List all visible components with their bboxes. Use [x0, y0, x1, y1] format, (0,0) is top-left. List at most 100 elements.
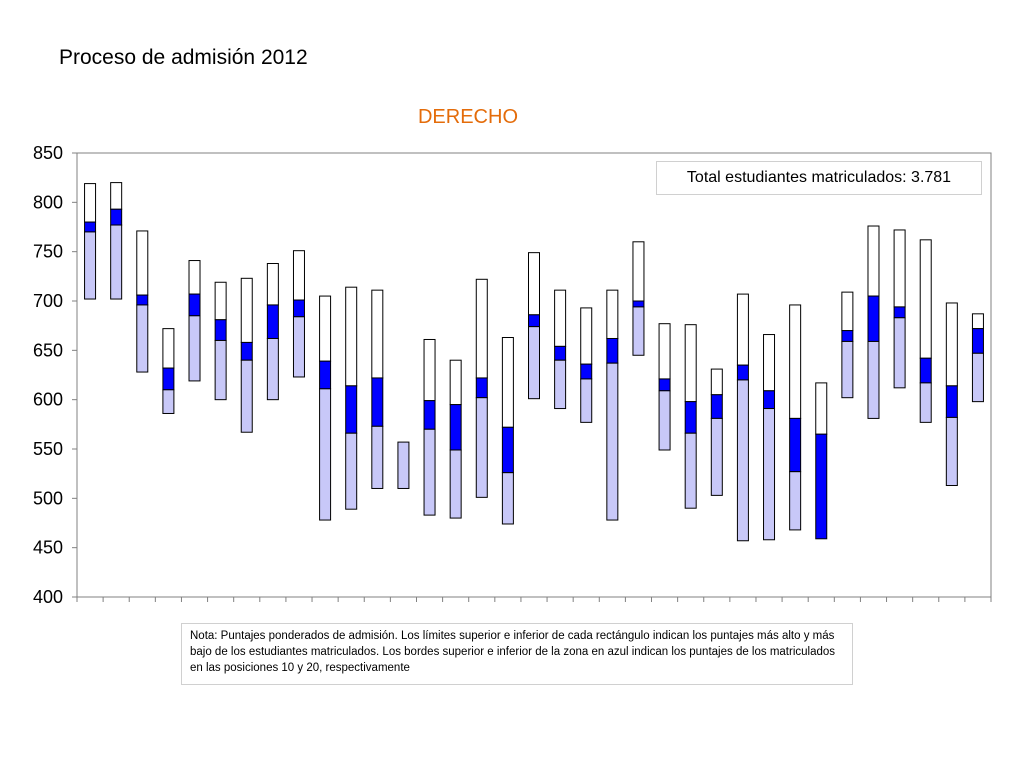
bar-blue-segment: [136, 294, 149, 306]
bar-blue-segment: [945, 385, 958, 418]
bar-upper-segment: [449, 359, 462, 406]
score-bar: [710, 368, 723, 496]
bar-lower-segment: [919, 382, 932, 423]
total-students-label: Total estudiantes matriculados: 3.781: [656, 161, 982, 195]
bar-upper-segment: [763, 334, 776, 392]
score-bar: [110, 182, 123, 300]
bar-blue-segment: [371, 377, 384, 427]
bar-upper-segment: [919, 239, 932, 359]
bar-upper-segment: [632, 241, 645, 302]
score-bar: [684, 324, 697, 509]
bar-lower-segment: [658, 390, 671, 451]
bar-upper-segment: [136, 230, 149, 296]
bar-upper-segment: [554, 289, 567, 347]
score-bar: [501, 337, 514, 525]
score-bar: [867, 225, 880, 419]
bar-lower-segment: [736, 379, 749, 542]
y-tick-label: 550: [33, 439, 63, 459]
bar-upper-segment: [606, 289, 619, 339]
bar-blue-segment: [815, 433, 828, 540]
bar-blue-segment: [580, 363, 593, 380]
bar-lower-segment: [319, 388, 332, 521]
bar-lower-segment: [971, 352, 984, 403]
y-tick-label: 600: [33, 390, 63, 410]
y-tick-label: 400: [33, 587, 63, 607]
y-axis: 400 450 500 550 600 650 700 750 800 850: [33, 143, 77, 607]
bar-lower-segment: [371, 425, 384, 489]
bar-upper-segment: [475, 278, 488, 379]
bar-lower-segment: [214, 339, 227, 401]
bar-blue-segment: [162, 367, 175, 391]
bar-upper-segment: [658, 323, 671, 380]
bar-blue-segment: [841, 330, 854, 342]
bar-blue-segment: [475, 377, 488, 399]
bar-upper-segment: [319, 295, 332, 362]
score-bar: [945, 302, 958, 487]
bar-blue-segment: [240, 341, 253, 361]
bar-lower-segment: [501, 472, 514, 525]
bar-upper-segment: [214, 281, 227, 321]
score-bar: [841, 291, 854, 399]
bar-blue-segment: [266, 304, 279, 339]
score-bar: [632, 241, 645, 356]
bar-lower-segment: [554, 359, 567, 410]
bar-upper-segment: [893, 229, 906, 308]
bar-upper-segment: [736, 293, 749, 366]
y-tick-label: 650: [33, 340, 63, 360]
bar-lower-segment: [606, 362, 619, 521]
y-tick-label: 450: [33, 538, 63, 558]
bar-upper-segment: [684, 324, 697, 403]
bar-blue-segment: [789, 417, 802, 473]
bar-blue-segment: [632, 300, 645, 308]
bar-lower-segment: [763, 408, 776, 541]
y-tick-label: 800: [33, 192, 63, 212]
bar-lower-segment: [110, 224, 123, 300]
x-axis-ticks: [76, 597, 992, 602]
bar-blue-segment: [554, 345, 567, 361]
bar-upper-segment: [162, 328, 175, 369]
score-bar: [319, 295, 332, 521]
y-tick-label: 500: [33, 488, 63, 508]
bar-lower-segment: [841, 340, 854, 399]
y-tick-label: 700: [33, 291, 63, 311]
bar-lower-segment: [397, 441, 410, 489]
score-bar: [658, 323, 671, 451]
score-bar: [554, 289, 567, 410]
bar-lower-segment: [580, 378, 593, 423]
bar-blue-segment: [214, 319, 227, 341]
bar-blue-segment: [449, 404, 462, 451]
bar-lower-segment: [632, 306, 645, 356]
score-bar: [345, 286, 358, 510]
bar-upper-segment: [345, 286, 358, 387]
score-bar: [214, 281, 227, 401]
bar-blue-segment: [710, 394, 723, 419]
note-text: Nota: Puntajes ponderados de admisión. L…: [181, 623, 853, 685]
bar-upper-segment: [867, 225, 880, 297]
score-bar: [449, 359, 462, 519]
bar-blue-segment: [606, 337, 619, 364]
bar-lower-segment: [188, 315, 201, 382]
score-bar: [763, 334, 776, 541]
bar-lower-segment: [240, 359, 253, 433]
score-bar: [971, 313, 984, 403]
bar-blue-segment: [867, 295, 880, 342]
score-bar: [84, 183, 97, 300]
score-bar: [240, 277, 253, 433]
bar-blue-segment: [658, 378, 671, 392]
bar-upper-segment: [110, 182, 123, 210]
bar-lower-segment: [684, 432, 697, 509]
bar-lower-segment: [945, 416, 958, 487]
bar-blue-segment: [971, 328, 984, 354]
bar-lower-segment: [84, 231, 97, 300]
page-title: Proceso de admisión 2012: [59, 46, 308, 69]
y-tick-label: 850: [33, 143, 63, 163]
bar-lower-segment: [136, 304, 149, 373]
bar-blue-segment: [292, 299, 305, 318]
bar-lower-segment: [423, 428, 436, 516]
bar-upper-segment: [528, 252, 540, 316]
score-bar: [919, 239, 932, 423]
score-bar: [606, 289, 619, 521]
bar-lower-segment: [789, 471, 802, 531]
bar-upper-segment: [501, 337, 514, 428]
